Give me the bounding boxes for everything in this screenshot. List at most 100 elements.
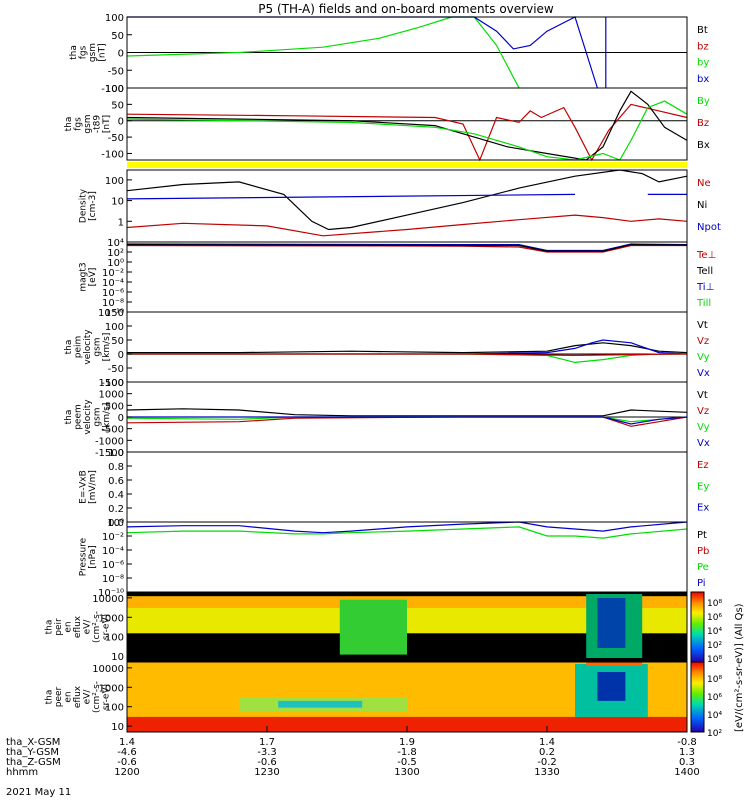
y-tick-label: 1000 [99, 390, 124, 401]
y-tick-label: 1 [118, 217, 124, 228]
y-axis-label: [nT] [102, 115, 112, 133]
series-line-black [127, 342, 688, 354]
x-axis-value: -0.6 [117, 757, 137, 768]
y-axis-label: eflux [73, 615, 83, 638]
series-line-blue [126, 193, 576, 200]
y-tick-label: 0 [118, 117, 124, 128]
y-axis-label: peer [54, 686, 64, 707]
y-tick-label: 10⁻² [102, 268, 124, 279]
legend-entry: Till [696, 298, 711, 309]
y-tick-label: 10⁻⁶ [102, 560, 124, 571]
y-tick-label: 10000 [92, 664, 124, 675]
plot-title: P5 (TH-A) fields and on-board moments ov… [258, 2, 554, 16]
y-axis-label: velocity [83, 399, 93, 435]
colorbar-tick: 10⁸ [707, 655, 722, 665]
y-axis-label: peir [54, 618, 64, 636]
panel-frame [126, 311, 688, 383]
y-axis-label: gsm [93, 337, 103, 356]
x-axis-value: 1330 [534, 767, 559, 778]
colorbar-electron [690, 661, 705, 733]
panel-fgs-t89: 100 50 0 -50 -100 tha fgs gsm -t89 [nT] By Bz Bx [64, 84, 710, 162]
y-tick-label: 1000 [99, 683, 124, 694]
series-line-blue [126, 521, 688, 534]
series-line-black [126, 408, 688, 417]
y-axis-label: [mV/m] [88, 470, 98, 504]
y-tick-label: 100 [105, 176, 124, 187]
y-axis-label: [nPa] [88, 545, 98, 568]
x-axis-value: -0.6 [257, 757, 277, 768]
y-tick-label: 0.4 [108, 490, 124, 501]
colorbar-ion [690, 591, 705, 663]
y-tick-label: 10⁰ [107, 258, 124, 269]
y-tick-label: 100 [105, 322, 124, 333]
x-axis-value: 0.2 [539, 747, 555, 758]
y-axis-label: [nT] [97, 43, 107, 61]
x-axis-value: -4.6 [117, 747, 137, 758]
series-line-green [126, 526, 688, 539]
y-axis-label: (cm²-s- [92, 611, 102, 643]
x-axis-value: 1.4 [119, 737, 135, 748]
spectrogram-band [339, 599, 407, 655]
series-line-green [126, 100, 688, 161]
y-axis-label: fgs [78, 45, 88, 59]
x-axis-labels: tha_X-GSM 1.4 1.7 1.9 1.4 -0.8 tha_Y-GSM -4.6 -3… [6, 726, 700, 798]
y-tick-label: -100 [101, 84, 124, 95]
y-tick-label: 0.8 [108, 462, 124, 473]
y-tick-label: 10⁻⁶ [102, 288, 124, 299]
legend-entry: Vy [697, 422, 710, 433]
x-axis-date: 2021 May 11 [6, 787, 71, 798]
y-axis-label: [km/s] [102, 403, 112, 432]
legend-entry: By [697, 96, 710, 107]
legend-entry: Te⊥ [696, 250, 716, 261]
legend-entry: Pb [697, 546, 709, 557]
colorbar-tick: 10⁸ [707, 599, 722, 609]
panel-peim: 150 100 50 0 -50 -100 tha peim velocity gsm [km/s]… [64, 308, 710, 389]
colorbar-tick: 10⁶ [707, 693, 722, 703]
colorbar-label: [eV/(cm²-s-sr-eV)] (All Qs) [734, 603, 745, 732]
panel-peer: 10000 1000 100 10 tha peer en eflux eV/(cm²-s-sr… [45, 661, 688, 733]
y-axis-label: eV/ [83, 689, 93, 705]
legend-entry: bz [697, 41, 709, 52]
y-tick-label: 100 [105, 633, 124, 644]
y-axis-label: velocity [83, 329, 93, 365]
y-axis-label: sr-eV) [102, 684, 112, 710]
legend-entry: Bz [697, 118, 709, 129]
panel-frame [126, 521, 688, 593]
x-axis-value: 1.7 [259, 737, 275, 748]
y-axis-label: [eV] [88, 268, 98, 287]
y-tick-label: -100 [101, 149, 124, 160]
series-line-red [126, 103, 688, 162]
y-tick-label: -50 [108, 66, 124, 77]
y-tick-label: 150 [105, 308, 124, 319]
series-line-blue [127, 339, 688, 355]
panel-frame [126, 87, 688, 161]
x-axis-value: 1300 [394, 767, 419, 778]
spectrogram-band [597, 672, 626, 701]
y-axis-label: [km/s] [102, 333, 112, 362]
legend-entry: bx [697, 74, 709, 85]
x-axis-value: -0.5 [397, 757, 417, 768]
series-line-green [126, 16, 520, 89]
y-tick-label: -1500 [95, 448, 124, 459]
y-axis-label: Density [78, 188, 88, 223]
y-tick-label: 1000 [99, 613, 124, 624]
x-axis-value: -1.8 [397, 747, 417, 758]
panel-pressure: 10⁰ 10⁻² 10⁻⁴ 10⁻⁶ 10⁻⁸ 10⁻¹⁰ Pressure [nPa] Pt P… [78, 518, 709, 599]
spectrogram-band [597, 598, 626, 648]
y-tick-label: 50 [111, 31, 124, 42]
panel-frame [126, 169, 688, 243]
series-line-red [126, 214, 688, 237]
y-tick-label: 10000 [92, 594, 124, 605]
y-tick-label: 10⁻¹⁰ [98, 588, 124, 599]
legend-entry: Pt [697, 530, 707, 541]
y-tick-label: -50 [108, 364, 124, 375]
legend-entry: Vt [697, 320, 708, 331]
y-tick-label: 10 [111, 197, 124, 208]
legend-entry: Tell [696, 266, 713, 277]
legend-entry: Pe [697, 562, 709, 573]
y-tick-label: 500 [105, 401, 124, 412]
y-tick-label: 1500 [99, 378, 124, 389]
